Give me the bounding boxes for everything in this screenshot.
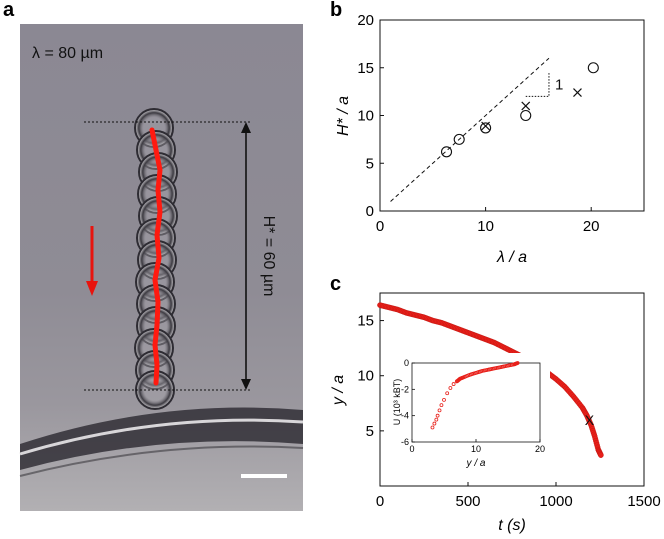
panel-c-ylabel: y / a: [330, 375, 347, 406]
inset-x-tick-label: 0: [409, 444, 414, 454]
data-point: [598, 452, 604, 458]
data-point-circle: [440, 146, 453, 158]
x-tick-label: 0: [376, 218, 384, 235]
data-point-circle: [587, 62, 599, 74]
panel-b-slope-triangle: [525, 72, 550, 97]
data-point-circle: [480, 122, 492, 134]
data-point-cross: [481, 121, 491, 131]
inset-data-point: [445, 391, 450, 396]
x-tick-label: 20: [583, 218, 600, 235]
data-point-cross: [521, 101, 531, 111]
channel-wall-shadow: [19, 445, 304, 477]
inset-data-point: [430, 425, 435, 430]
panel-b-slope-label: 1: [555, 76, 563, 93]
panel-b-ylabel: H* / a: [335, 96, 352, 136]
panel-b-reference-line: [390, 57, 550, 202]
y-tick-label: 10: [357, 368, 374, 385]
panel-c-marker-x: X: [585, 412, 595, 428]
height-arrow-bottom-head: [241, 379, 251, 390]
panel-a-letter: a: [3, 0, 15, 21]
panel-c-letter: c: [330, 273, 341, 295]
y-tick-label: 10: [357, 108, 374, 125]
particle-trajectory: [149, 127, 163, 386]
panel-c-axes-frame: [379, 292, 645, 487]
lambda-label: λ = 80 µm: [32, 45, 103, 62]
inset-data-point: [451, 382, 456, 386]
panel-c: c 0 500 1000 1500 5 10 15 X t (s) y / a 0 10 20 -…: [330, 273, 661, 534]
y-tick-label: 20: [357, 12, 374, 29]
y-tick-label: 0: [366, 203, 374, 220]
inset-ylabel: U (10³ kBT): [392, 379, 402, 426]
panel-a: H* = 60 µm λ = 80 µm a: [3, 0, 304, 511]
panel-b-points: [440, 62, 599, 158]
inset-x-tick-label: 20: [535, 444, 545, 454]
x-tick-label: 0: [376, 493, 384, 510]
inset-y-tick-label: -6: [401, 437, 409, 447]
inset-data-point: [442, 397, 446, 402]
x-tick-label: 1000: [539, 493, 572, 510]
y-tick-label: 15: [357, 60, 374, 77]
inset-x-tick-label: 10: [471, 444, 481, 454]
panel-b-xlabel: λ / a: [496, 249, 527, 266]
inset-data-point: [435, 413, 440, 418]
inset-y-tick-label: -4: [401, 411, 409, 421]
direction-arrow-head: [86, 281, 98, 296]
channel-wall-highlight: [19, 418, 304, 456]
panel-b-axes-frame: [379, 19, 645, 212]
inset-y-tick-label: 0: [404, 358, 409, 368]
inset-data-point: [434, 417, 439, 422]
x-tick-label: 10: [477, 218, 494, 235]
x-tick-label: 1500: [627, 493, 660, 510]
height-label: H* = 60 µm: [260, 216, 277, 297]
data-point-circle: [520, 109, 532, 122]
panel-b-ticks: 0 10 20 0 5 10 15 20: [357, 12, 599, 235]
inset-data-point: [439, 403, 444, 408]
panel-b-letter: b: [330, 0, 342, 21]
data-point-circle: [453, 133, 465, 145]
channel-wall: [20, 407, 303, 470]
inset-data-point: [437, 408, 442, 413]
y-tick-label: 5: [366, 423, 374, 440]
panel-c-xlabel: t (s): [498, 517, 526, 534]
inset-data-point: [448, 386, 453, 390]
panel-b: b 0 10 20 0 5 10 15 20 1 λ / a H* / a: [330, 0, 645, 266]
inset-ticks: 0 10 20 -6 -4 -2 0: [401, 358, 545, 454]
inset-y-tick-label: -2: [401, 384, 409, 394]
inset-points: [430, 361, 520, 430]
y-tick-label: 15: [357, 313, 374, 330]
y-tick-label: 5: [366, 155, 374, 172]
inset-background: [390, 353, 550, 454]
inset-xlabel: y / a: [466, 458, 486, 469]
height-arrow-top-head: [241, 122, 251, 133]
scale-bar: [241, 474, 287, 478]
inset-data-point: [515, 361, 520, 365]
inset-data-point: [432, 421, 437, 426]
data-point-cross: [573, 88, 582, 98]
x-tick-label: 500: [455, 493, 480, 510]
